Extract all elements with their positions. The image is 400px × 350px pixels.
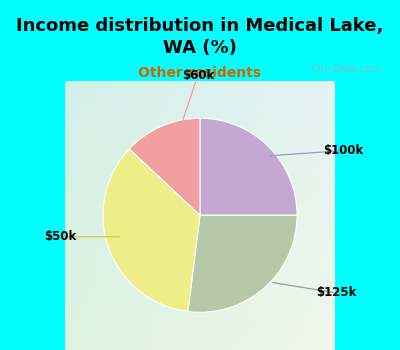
Text: $60k: $60k bbox=[182, 69, 214, 82]
Text: Income distribution in Medical Lake,
WA (%): Income distribution in Medical Lake, WA … bbox=[16, 17, 384, 57]
Wedge shape bbox=[188, 215, 297, 312]
Text: City-Data.com: City-Data.com bbox=[312, 64, 382, 74]
Text: $125k: $125k bbox=[316, 286, 356, 299]
Text: $50k: $50k bbox=[44, 230, 76, 243]
Text: $100k: $100k bbox=[323, 144, 364, 157]
Text: Other residents: Other residents bbox=[138, 66, 262, 80]
Wedge shape bbox=[200, 118, 297, 215]
Wedge shape bbox=[103, 149, 200, 312]
Wedge shape bbox=[129, 118, 200, 215]
